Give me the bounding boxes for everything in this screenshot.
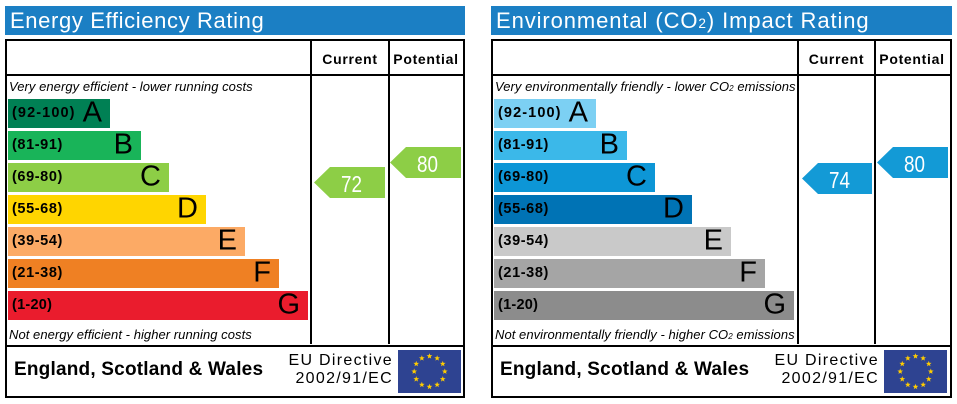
svg-text:80: 80 <box>904 151 925 177</box>
svg-text:80: 80 <box>417 151 438 177</box>
svg-text:74: 74 <box>829 167 850 193</box>
svg-text:72: 72 <box>341 171 362 197</box>
